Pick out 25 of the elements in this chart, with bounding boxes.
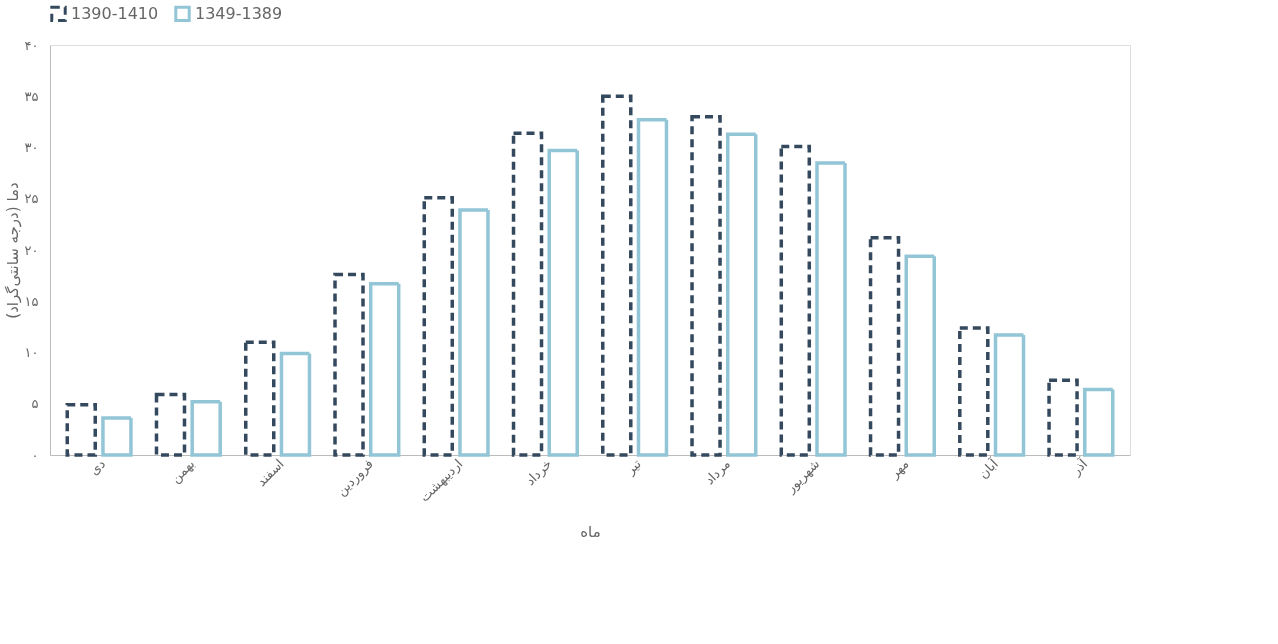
x-tick-label: دی [86, 455, 109, 478]
x-tick-label: مهر [886, 456, 913, 483]
x-tick-label: اسفند [253, 456, 287, 490]
y-tick-label: ۱۰ [24, 345, 39, 360]
y-tick-label: ۲۵ [24, 191, 39, 207]
x-tick-label: اردیبهشت [416, 456, 467, 506]
x-tick-label: شهریور [782, 456, 824, 497]
legend-label: 1390-1410 [71, 3, 159, 23]
x-tick-label: تیر [622, 455, 645, 479]
y-tick-label: ۳۵ [24, 88, 39, 104]
x-tick-label: آذر [1066, 454, 1092, 480]
x-tick-label: مرداد [701, 456, 734, 489]
y-axis-title: دما (درجه سانتی‌گراد) [3, 182, 22, 319]
x-tick-label: آبان [974, 454, 1002, 482]
y-tick-label: ۳۰ [24, 140, 39, 155]
y-tick-label: ۰ [31, 447, 39, 463]
y-tick-label: ۵ [31, 396, 39, 412]
x-tick-label: خرداد [522, 456, 556, 489]
y-tick-label: ۲۰ [24, 242, 39, 258]
x-tick-label: فروردین [333, 456, 377, 500]
x-tick-label: بهمن [167, 456, 199, 487]
legend-label: 1349-1389 [195, 3, 283, 23]
y-tick-label: ۴۰ [24, 37, 39, 53]
y-tick-label: ۱۵ [24, 293, 39, 309]
x-axis-title: ماه [580, 522, 601, 541]
